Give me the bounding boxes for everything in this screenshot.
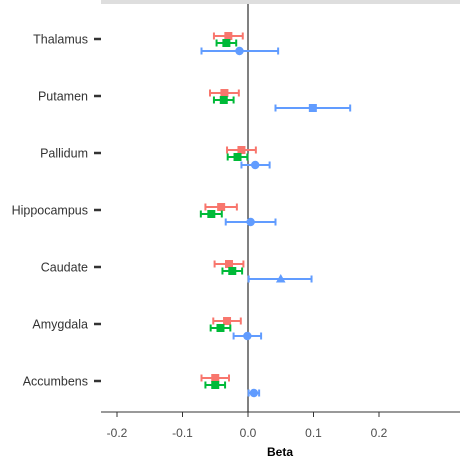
series-2-caudate-point [228, 267, 237, 275]
y-tick-label-accumbens: Accumbens [23, 375, 88, 389]
y-tick-label-pallidum: Pallidum [40, 147, 88, 161]
x-tick-label-1: -0.1 [172, 426, 193, 440]
series-2-thalamus-point [222, 39, 231, 47]
series-3-caudate-point [275, 274, 286, 283]
y-tick-label-caudate: Caudate [41, 261, 88, 275]
series-3-amygdala-point [243, 331, 252, 341]
series-1-accumbens-point [211, 374, 220, 382]
series-1-putamen-point [220, 89, 229, 97]
series-3-hippocampus-point [246, 217, 255, 227]
x-tick-label-3: 0.1 [305, 426, 322, 440]
series-1-caudate-point [225, 260, 234, 268]
plot-marks [199, 32, 352, 398]
y-tick-label-thalamus: Thalamus [33, 33, 88, 47]
top-strip [101, 0, 460, 4]
series-1-amygdala-point [223, 317, 232, 325]
x-axis-ticks: -0.2 -0.1 0.0 0.1 0.2 [107, 412, 388, 440]
x-tick-label-4: 0.2 [371, 426, 388, 440]
series-1-thalamus-point [224, 32, 233, 40]
series-1-hippocampus-point [217, 203, 226, 211]
series-2-pallidum-point [233, 153, 242, 161]
series-3-pallidum-point [251, 160, 260, 170]
series-2-amygdala-point [216, 324, 225, 332]
y-tick-label-amygdala: Amygdala [32, 318, 88, 332]
x-axis-title: Beta [267, 445, 293, 459]
y-tick-label-putamen: Putamen [38, 90, 88, 104]
x-tick-label-2: 0.0 [240, 426, 257, 440]
series-2-accumbens-point [211, 381, 220, 389]
series-3-thalamus-point [235, 46, 244, 56]
y-axis: Thalamus Putamen Pallidum Hippocampus Caudat… [12, 33, 101, 389]
x-tick-label-0: -0.2 [107, 426, 128, 440]
series-2-hippocampus-point [207, 210, 216, 218]
y-tick-label-hippocampus: Hippocampus [12, 204, 88, 218]
series-1-pallidum-point [237, 146, 246, 154]
series-3-putamen-point [308, 104, 317, 112]
series-2-putamen-point [219, 96, 228, 104]
series-3-accumbens-point [249, 388, 259, 398]
